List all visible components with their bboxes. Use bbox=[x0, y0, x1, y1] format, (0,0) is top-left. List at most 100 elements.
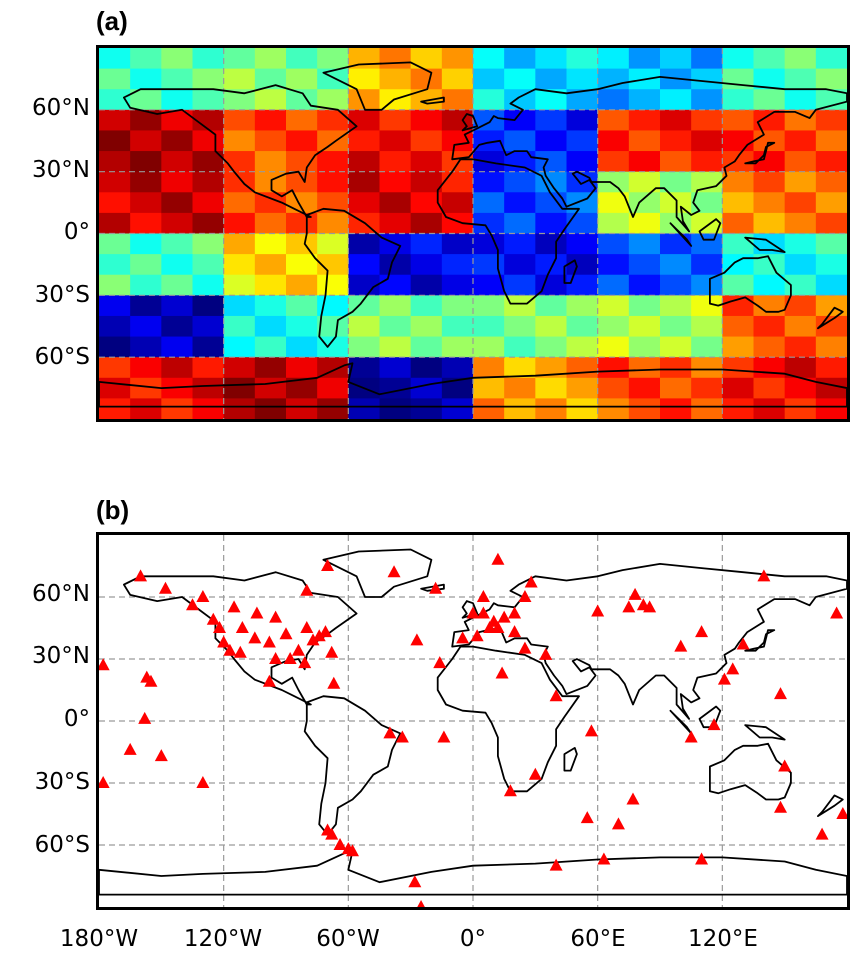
field-cell bbox=[348, 233, 381, 255]
field-cell bbox=[161, 109, 194, 132]
field-cell bbox=[566, 130, 599, 152]
field-cell bbox=[441, 192, 474, 214]
coastline bbox=[99, 362, 847, 408]
field-cell bbox=[753, 274, 786, 296]
field-cell bbox=[784, 192, 817, 214]
field-cell bbox=[192, 89, 225, 111]
station-marker bbox=[674, 639, 688, 652]
field-cell bbox=[317, 109, 349, 132]
field-cell bbox=[535, 151, 568, 173]
field-cell bbox=[192, 336, 225, 358]
field-cell bbox=[784, 68, 817, 90]
field-cell bbox=[660, 398, 692, 419]
field-cell bbox=[286, 357, 318, 379]
field-cell bbox=[130, 212, 162, 235]
field-cell bbox=[660, 357, 692, 379]
field-cell bbox=[691, 89, 723, 111]
field-cell bbox=[130, 315, 162, 338]
field-cell bbox=[286, 315, 318, 338]
field-cell bbox=[317, 171, 349, 193]
panel-a-label: (a) bbox=[96, 6, 128, 36]
station-marker bbox=[707, 718, 721, 731]
field-cell bbox=[691, 398, 723, 419]
field-cell bbox=[379, 109, 412, 132]
field-cell bbox=[784, 171, 817, 193]
field-cell bbox=[597, 109, 630, 132]
field-cell bbox=[161, 357, 194, 379]
station-marker bbox=[628, 587, 642, 600]
field-cell bbox=[722, 171, 755, 193]
coastline bbox=[698, 705, 722, 729]
field-cell bbox=[504, 89, 536, 111]
station-marker bbox=[312, 629, 326, 642]
field-cell bbox=[722, 89, 755, 111]
station-marker bbox=[539, 647, 553, 660]
field-cell bbox=[223, 357, 256, 379]
field-cell bbox=[504, 48, 536, 70]
station-marker bbox=[186, 598, 199, 611]
station-marker bbox=[695, 852, 709, 865]
field-cell bbox=[784, 130, 817, 152]
field-cell bbox=[597, 171, 630, 193]
lat-label-30s: 30°S bbox=[34, 282, 90, 308]
field-cell bbox=[254, 398, 287, 419]
field-cell bbox=[441, 295, 474, 317]
coastline bbox=[698, 218, 722, 241]
field-cell bbox=[473, 212, 505, 235]
station-marker bbox=[483, 621, 497, 633]
station-marker bbox=[643, 600, 657, 613]
field-cell bbox=[691, 192, 723, 214]
field-cell bbox=[660, 151, 692, 173]
station-marker bbox=[508, 625, 522, 638]
field-cell bbox=[815, 357, 847, 379]
field-cell bbox=[161, 151, 194, 173]
field-cell bbox=[379, 357, 412, 379]
coastline bbox=[744, 724, 786, 741]
field-cell bbox=[286, 48, 318, 70]
field-cell bbox=[254, 377, 287, 399]
field-cell bbox=[535, 212, 568, 235]
station-marker bbox=[321, 559, 335, 571]
field-cell bbox=[628, 254, 661, 276]
field-cell bbox=[504, 109, 536, 132]
station-marker bbox=[591, 604, 605, 617]
field-cell bbox=[722, 109, 755, 132]
field-cell bbox=[504, 274, 536, 296]
field-cell bbox=[130, 192, 162, 214]
lon-label-120w: 120°W bbox=[183, 926, 263, 952]
field-cell bbox=[286, 68, 318, 90]
field-cell bbox=[441, 377, 474, 399]
field-cell bbox=[99, 274, 131, 296]
lat-label-60s: 60°S bbox=[34, 344, 90, 370]
station-marker bbox=[580, 811, 594, 824]
field-cell bbox=[99, 68, 131, 90]
lon-label-60w: 60°W bbox=[316, 926, 380, 952]
field-cell bbox=[815, 171, 847, 193]
field-cell bbox=[473, 130, 505, 152]
field-cell bbox=[784, 109, 817, 132]
field-cell bbox=[441, 233, 474, 255]
coastline bbox=[322, 61, 433, 111]
gridlines bbox=[99, 535, 847, 907]
field-cell bbox=[566, 274, 599, 296]
station-marker bbox=[726, 662, 740, 675]
station-marker bbox=[250, 606, 264, 619]
station-marker bbox=[341, 842, 355, 855]
field-cell bbox=[286, 212, 318, 235]
station-marker bbox=[325, 827, 339, 840]
station-marker bbox=[223, 643, 237, 656]
lat-label-60s-b: 60°S bbox=[34, 832, 90, 858]
field-cell bbox=[753, 48, 786, 70]
field-cell bbox=[566, 377, 599, 399]
field-cell bbox=[99, 89, 131, 111]
station-marker bbox=[235, 621, 249, 633]
field-cell bbox=[473, 89, 505, 111]
field-cell bbox=[722, 398, 755, 419]
field-cell bbox=[753, 192, 786, 214]
field-cell bbox=[161, 336, 194, 358]
lat-label-0-b: 0° bbox=[63, 706, 90, 732]
field-cell bbox=[192, 192, 225, 214]
field-cell bbox=[597, 68, 630, 90]
field-cell bbox=[597, 151, 630, 173]
field-cell bbox=[410, 171, 443, 193]
